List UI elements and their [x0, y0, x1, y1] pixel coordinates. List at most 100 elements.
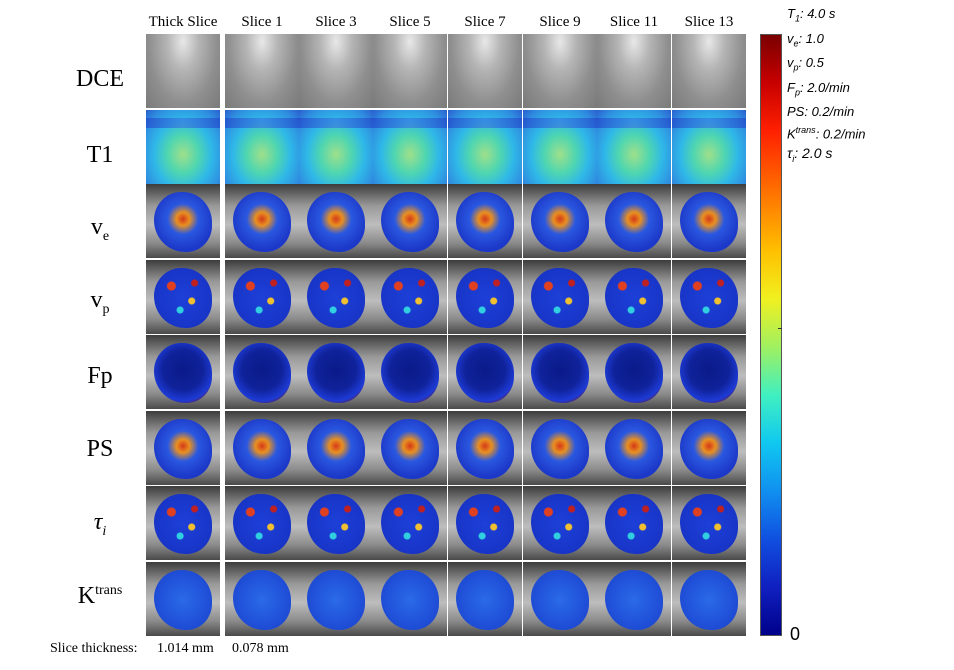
image-cell-vp-7	[672, 260, 746, 334]
image-cell-t1-5	[523, 110, 597, 184]
row-label-ktrans: Ktrans	[60, 583, 140, 609]
tumor-map-ktrans-6	[605, 570, 663, 630]
tumor-map-ktrans-3	[381, 570, 439, 630]
param-vp: vp: 0.5	[787, 55, 824, 73]
image-cell-t1-0	[146, 110, 220, 184]
image-cell-dce-0	[146, 34, 220, 108]
tumor-map-tau-1	[233, 494, 291, 554]
param-fp: Fp: 2.0/min	[787, 79, 850, 98]
image-cell-fp-1	[225, 335, 299, 409]
col-header-thick: Thick Slice	[148, 14, 218, 30]
image-cell-vp-4	[448, 260, 522, 334]
param-ve: ve: 1.0	[787, 30, 824, 49]
tumor-map-fp-4	[456, 343, 514, 403]
image-cell-fp-7	[672, 335, 746, 409]
row-label-tau: τi	[60, 510, 140, 539]
image-cell-t1-4	[448, 110, 522, 184]
image-cell-tau-3	[373, 486, 447, 560]
image-cell-ve-5	[523, 184, 597, 258]
colorbar	[760, 34, 782, 636]
tumor-map-vp-1	[233, 268, 291, 328]
image-cell-ve-4	[448, 184, 522, 258]
tumor-map-ve-7	[680, 192, 738, 252]
tumor-map-ve-6	[605, 192, 663, 252]
image-cell-fp-2	[299, 335, 373, 409]
tumor-map-ktrans-5	[531, 570, 589, 630]
tumor-map-tau-6	[605, 494, 663, 554]
tumor-map-ktrans-0	[154, 570, 212, 630]
image-cell-vp-2	[299, 260, 373, 334]
tumor-map-fp-7	[680, 343, 738, 403]
col-header-slice13: Slice 13	[684, 14, 734, 30]
image-cell-ps-1	[225, 411, 299, 485]
image-cell-ve-7	[672, 184, 746, 258]
row-label-tau-base: τ	[93, 509, 103, 535]
tumor-map-fp-6	[605, 343, 663, 403]
tumor-map-vp-3	[381, 268, 439, 328]
image-cell-dce-6	[597, 34, 671, 108]
image-cell-ps-6	[597, 411, 671, 485]
image-cell-t1-6	[597, 110, 671, 184]
tumor-map-vp-7	[680, 268, 738, 328]
param-tau: τi: 2.0 s	[787, 144, 833, 164]
tumor-map-tau-3	[381, 494, 439, 554]
image-cell-dce-3	[373, 34, 447, 108]
image-cell-fp-4	[448, 335, 522, 409]
param-t1: T1: 4.0 s	[787, 6, 836, 24]
row-label-ktrans-base: K	[77, 583, 96, 609]
image-cell-ve-1	[225, 184, 299, 258]
tumor-map-fp-1	[233, 343, 291, 403]
tumor-map-ve-3	[381, 192, 439, 252]
image-cell-vp-0	[146, 260, 220, 334]
image-cell-dce-7	[672, 34, 746, 108]
colorbar-tick-mid	[778, 328, 782, 329]
tumor-map-ve-4	[456, 192, 514, 252]
col-header-slice7: Slice 7	[464, 14, 506, 30]
image-cell-dce-1	[225, 34, 299, 108]
tumor-map-vp-0	[154, 268, 212, 328]
col-header-slice3: Slice 3	[315, 14, 357, 30]
image-cell-ktrans-5	[523, 562, 597, 636]
image-cell-ps-3	[373, 411, 447, 485]
image-cell-fp-5	[523, 335, 597, 409]
tumor-map-fp-5	[531, 343, 589, 403]
image-cell-tau-7	[672, 486, 746, 560]
tumor-map-ps-0	[154, 419, 212, 479]
image-cell-ktrans-4	[448, 562, 522, 636]
image-cell-vp-5	[523, 260, 597, 334]
row-label-tau-sub: i	[102, 523, 107, 539]
param-ktrans: Ktrans: 0.2/min	[787, 125, 866, 142]
tumor-map-fp-0	[154, 343, 212, 403]
image-cell-ve-6	[597, 184, 671, 258]
col-header-slice5: Slice 5	[389, 14, 431, 30]
image-cell-dce-5	[523, 34, 597, 108]
row-label-ps: PS	[86, 436, 114, 462]
colorbar-min-label: 0	[790, 624, 801, 644]
image-cell-tau-0	[146, 486, 220, 560]
image-cell-ps-5	[523, 411, 597, 485]
row-label-dce: DCE	[76, 66, 124, 92]
row-label-ve-sub: e	[102, 228, 110, 244]
tumor-map-tau-0	[154, 494, 212, 554]
image-cell-ktrans-1	[225, 562, 299, 636]
tumor-map-ve-5	[531, 192, 589, 252]
tumor-map-ps-1	[233, 419, 291, 479]
thick-thin-divider	[220, 33, 225, 637]
image-cell-ktrans-6	[597, 562, 671, 636]
image-cell-t1-1	[225, 110, 299, 184]
tumor-map-ve-1	[233, 192, 291, 252]
image-cell-t1-7	[672, 110, 746, 184]
image-cell-ve-0	[146, 184, 220, 258]
tumor-map-vp-4	[456, 268, 514, 328]
tumor-map-tau-2	[307, 494, 365, 554]
tumor-map-ps-2	[307, 419, 365, 479]
image-cell-ps-7	[672, 411, 746, 485]
row-label-t1: T1	[86, 142, 114, 168]
param-ps: PS: 0.2/min	[787, 104, 855, 120]
tumor-map-vp-5	[531, 268, 589, 328]
image-cell-ps-4	[448, 411, 522, 485]
image-cell-vp-6	[597, 260, 671, 334]
image-cell-ve-2	[299, 184, 373, 258]
image-cell-t1-2	[299, 110, 373, 184]
tumor-map-ktrans-1	[233, 570, 291, 630]
